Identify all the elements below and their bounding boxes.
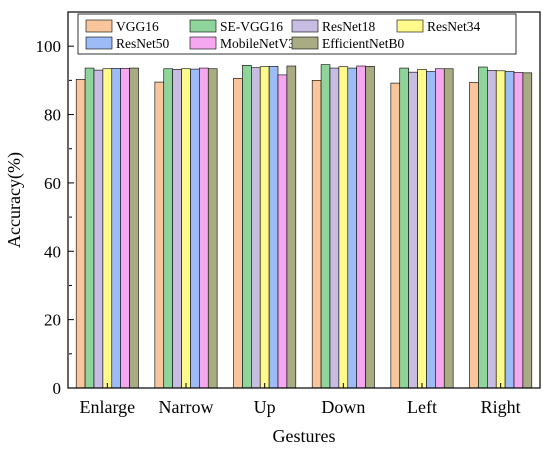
legend-swatch-efficientnetb0 xyxy=(291,36,319,50)
bar-mobilenetv3-right xyxy=(513,72,524,389)
y-tick-label: 100 xyxy=(36,37,62,56)
legend-label-resnet34: ResNet34 xyxy=(427,19,480,34)
y-tick-label: 80 xyxy=(44,106,61,125)
x-tick-label-down: Down xyxy=(321,397,365,417)
y-tick-label: 60 xyxy=(44,174,61,193)
x-tick-label-narrow: Narrow xyxy=(159,397,214,417)
bar-resnet50-left xyxy=(426,71,436,389)
y-tick-label: 0 xyxy=(53,379,62,398)
bar-efficientnetb0-left xyxy=(443,68,454,389)
bar-se-vgg16-down xyxy=(320,64,331,389)
bar-resnet34-enlarge xyxy=(102,68,113,389)
bar-resnet18-narrow xyxy=(172,69,182,389)
bar-efficientnetb0-up xyxy=(286,65,297,389)
bar-resnet18-down xyxy=(329,67,340,389)
bar-vgg16-right xyxy=(469,82,479,389)
bar-resnet50-right xyxy=(504,71,515,389)
bar-se-vgg16-enlarge xyxy=(84,67,95,389)
bar-resnet50-down xyxy=(347,67,357,389)
y-tick-label: 40 xyxy=(44,242,61,261)
bar-resnet50-up xyxy=(268,66,279,389)
bar-efficientnetb0-down xyxy=(365,66,375,389)
bar-efficientnetb0-narrow xyxy=(207,68,218,389)
bar-mobilenetv3-narrow xyxy=(199,67,209,389)
bar-se-vgg16-right xyxy=(478,66,488,389)
bar-se-vgg16-left xyxy=(399,67,409,389)
bar-resnet18-right xyxy=(487,70,497,389)
bar-resnet50-enlarge xyxy=(111,68,121,389)
legend-swatch-resnet50 xyxy=(85,36,113,50)
bar-resnet50-narrow xyxy=(190,68,200,389)
bar-resnet34-left xyxy=(417,69,427,389)
x-tick-label-left: Left xyxy=(407,397,437,417)
legend-label-resnet50: ResNet50 xyxy=(116,36,169,51)
x-tick-label-right: Right xyxy=(481,397,521,417)
bar-mobilenetv3-left xyxy=(435,68,445,389)
bar-se-vgg16-narrow xyxy=(163,68,173,389)
bar-resnet34-up xyxy=(259,66,270,389)
bar-resnet18-up xyxy=(251,67,261,389)
bar-resnet18-left xyxy=(408,71,418,389)
bar-efficientnetb0-enlarge xyxy=(129,67,139,389)
plot-area-frame xyxy=(67,11,541,389)
legend-swatch-mobilenetv3 xyxy=(189,36,217,50)
bar-efficientnetb0-right xyxy=(522,72,533,389)
bar-se-vgg16-up xyxy=(242,65,252,389)
y-axis: 0 20 40 60 80 100 xyxy=(36,11,74,398)
legend-swatch-se-vgg16 xyxy=(189,19,217,33)
x-tick-label-up: Up xyxy=(254,397,276,417)
bar-mobilenetv3-enlarge xyxy=(120,68,130,389)
bar-vgg16-left xyxy=(390,82,401,389)
legend-swatch-resnet34 xyxy=(396,19,424,33)
bar-vgg16-up xyxy=(233,78,243,389)
bars-layer xyxy=(75,64,533,389)
legend-label-mobilenetv3: MobileNetV3 xyxy=(220,36,295,51)
legend-label-se-vgg16: SE-VGG16 xyxy=(220,19,283,34)
bar-vgg16-down xyxy=(311,80,322,389)
legend-swatch-vgg16 xyxy=(85,19,113,33)
legend: VGG16 SE-VGG16 ResNet18 ResNet34 ResNet50 Mob… xyxy=(77,13,517,55)
bar-mobilenetv3-down xyxy=(356,65,366,389)
y-axis-title: Accuracy(%) xyxy=(4,152,25,248)
bar-resnet34-down xyxy=(338,66,349,389)
bar-resnet34-right xyxy=(495,70,506,389)
x-tick-label-enlarge: Enlarge xyxy=(80,397,136,417)
legend-label-vgg16: VGG16 xyxy=(116,19,159,34)
y-tick-label: 20 xyxy=(44,311,61,330)
bar-resnet34-narrow xyxy=(181,68,191,389)
bar-vgg16-narrow xyxy=(154,81,165,389)
bar-resnet18-enlarge xyxy=(93,69,104,389)
x-axis: Enlarge Narrow Up Down Left Right xyxy=(80,383,521,417)
legend-label-efficientnetb0: EfficientNetB0 xyxy=(322,36,404,51)
bar-vgg16-enlarge xyxy=(75,79,86,389)
legend-label-resnet18: ResNet18 xyxy=(322,19,375,34)
x-axis-title: Gestures xyxy=(273,426,336,446)
legend-swatch-resnet18 xyxy=(291,19,319,33)
bar-mobilenetv3-up xyxy=(277,74,288,389)
